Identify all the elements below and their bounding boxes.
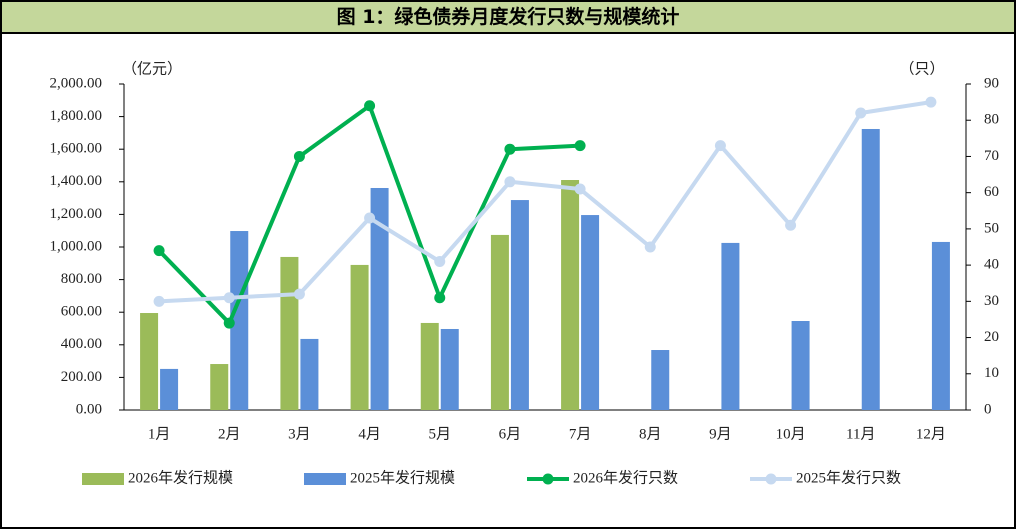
point [434,255,446,267]
y-tick-label: 1,400.00 [50,173,103,189]
point [504,143,516,155]
point [434,292,446,304]
y2-tick-label: 80 [984,112,999,128]
point [223,292,235,304]
x-tick-label: 5月 [428,426,451,442]
bar [791,321,810,410]
y2-tick-label: 60 [984,184,999,200]
y2-tick-label: 0 [984,401,992,417]
point [364,212,376,224]
x-tick-label: 6月 [499,426,522,442]
x-tick-label: 4月 [358,426,381,442]
legend-swatch [542,473,554,485]
point [574,140,586,152]
bar [420,322,439,410]
y2-tick-label: 70 [984,148,999,164]
legend-swatch [765,473,777,485]
y-tick-label: 200.00 [61,369,102,385]
bar [510,200,529,410]
legend-label: 2026年发行只数 [573,469,678,486]
x-tick-label: 2月 [218,426,241,442]
bar [300,338,319,410]
y-tick-label: 800.00 [61,271,102,287]
bar [370,187,389,410]
point [293,150,305,162]
x-tick-label: 12月 [916,426,946,442]
y-tick-label: 600.00 [61,304,102,320]
bar [440,328,459,410]
y2-unit: （只） [899,60,944,77]
x-tick-label: 7月 [569,426,592,442]
y-tick-label: 2,000.00 [50,75,103,91]
y2-tick-label: 40 [984,257,999,273]
point [714,140,726,152]
y-tick-label: 400.00 [61,336,102,352]
x-tick-label: 3月 [288,426,311,442]
y-tick-label: 1,000.00 [50,238,103,254]
bar [931,241,950,410]
legend-swatch [82,473,124,485]
y2-tick-label: 10 [984,365,999,381]
y2-tick-label: 20 [984,329,999,345]
point [153,295,165,307]
y-unit: （亿元） [122,60,182,77]
y2-tick-label: 30 [984,293,999,309]
chart-title: 图 1：绿色债券月度发行只数与规模统计 [2,2,1014,34]
bar [140,313,159,410]
x-tick-label: 9月 [709,426,732,442]
bar [490,234,509,410]
x-tick-label: 10月 [776,426,806,442]
point [293,288,305,300]
bar [160,368,179,410]
y-tick-label: 1,800.00 [50,108,103,124]
y2-tick-label: 90 [984,75,999,91]
x-tick-label: 11月 [846,426,875,442]
bar [861,128,880,410]
bar [721,242,740,410]
y-tick-label: 0.00 [76,401,102,417]
chart: （亿元） （只） 0.00 200.00 400.00 600.00 800.00 1,0… [50,60,1000,486]
point [574,183,586,195]
legend-label: 2025年发行只数 [796,469,901,486]
y-tick-label: 1,600.00 [50,141,103,157]
bar [350,264,369,410]
point [504,176,516,188]
bar [651,350,670,410]
y2-tick-label: 50 [984,220,999,236]
legend-label: 2026年发行规模 [128,469,233,486]
legend-label: 2025年发行规模 [350,469,455,486]
point [153,245,165,257]
x-tick-label: 1月 [148,426,171,442]
line [158,100,932,304]
bar [561,180,580,410]
bar [230,231,249,410]
point [644,241,656,253]
bar [280,256,299,410]
point [785,219,797,231]
point [223,317,235,329]
point [925,96,937,108]
bar [210,364,229,410]
x-tick-label: 8月 [639,426,662,442]
point [855,107,867,119]
y-tick-label: 1,200.00 [50,206,103,222]
point [364,100,376,112]
bar [581,215,600,410]
legend-swatch [304,473,346,485]
